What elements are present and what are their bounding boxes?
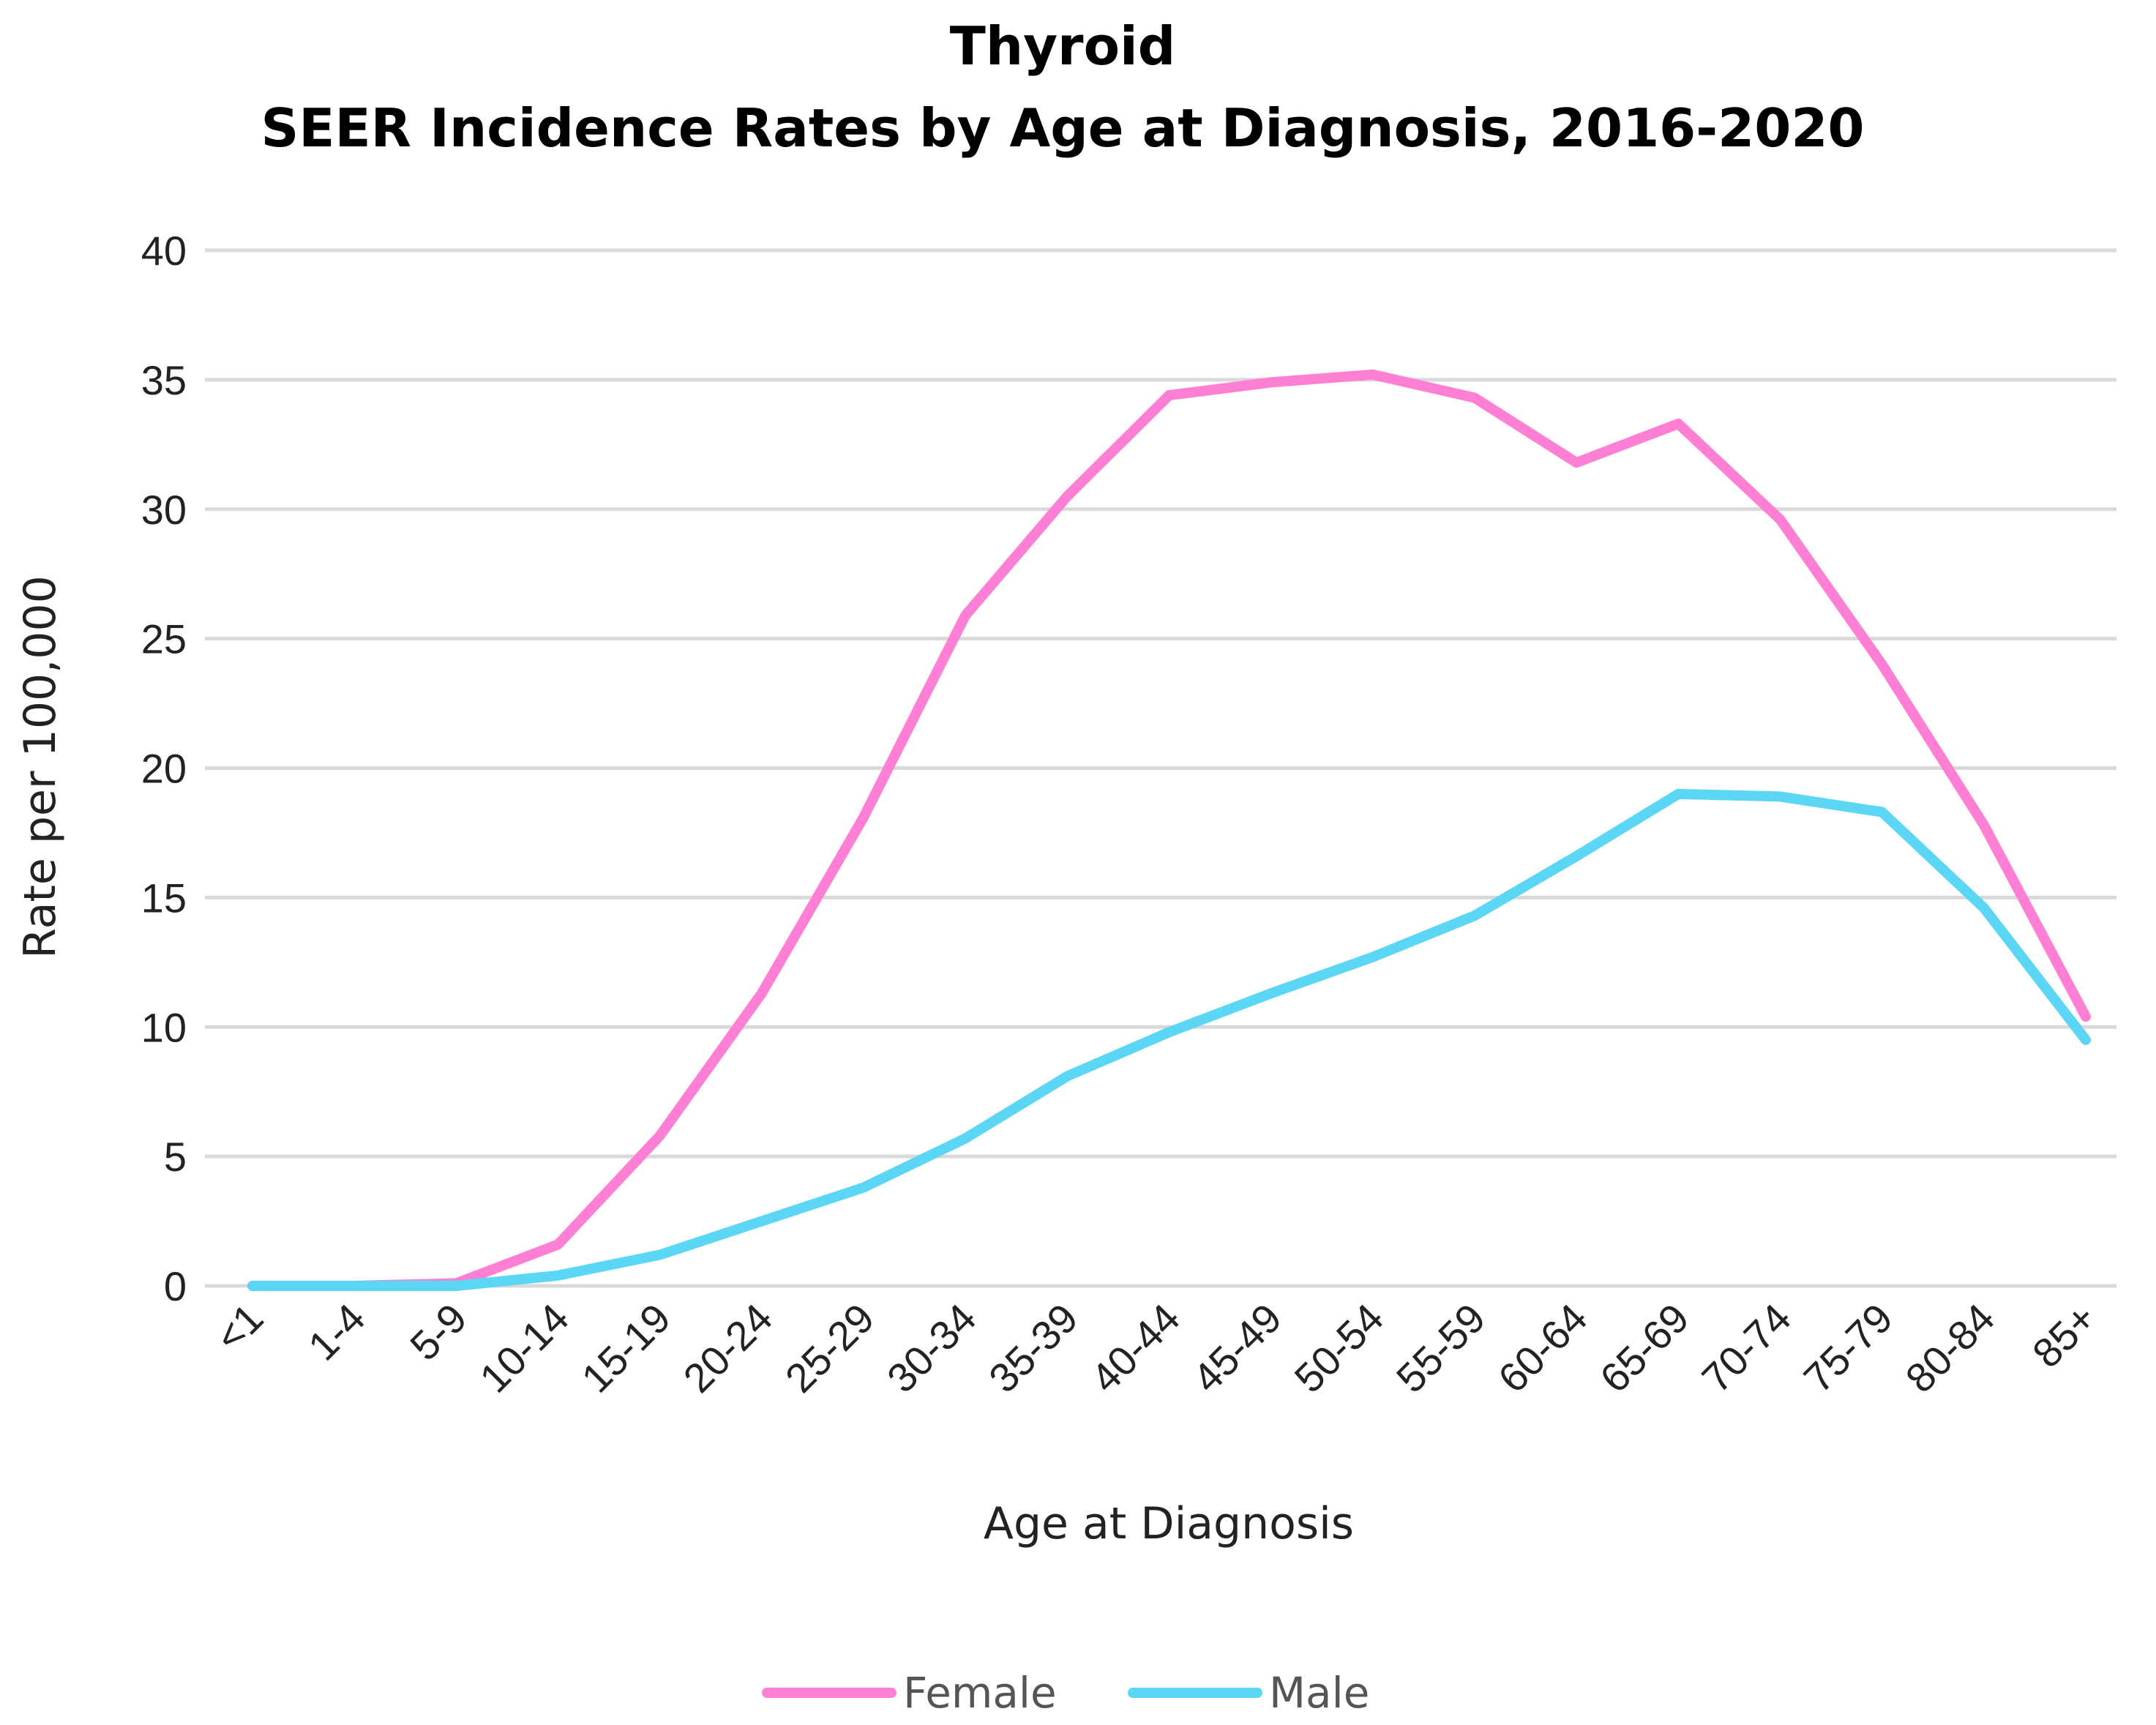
y-axis-ticks: 0 5 10 15 20 25 30 35 40: [141, 228, 187, 1309]
series-line-female: [247, 369, 2091, 1291]
x-tick-label: 25-29: [776, 1295, 883, 1402]
point-male-10: [1270, 992, 1272, 994]
x-tick-label: 20-24: [674, 1295, 781, 1402]
chart-title: Thyroid: [950, 15, 1176, 77]
x-tick-label: 60-64: [1489, 1295, 1596, 1402]
point-female-11: [1372, 374, 1374, 375]
x-tick-label: 75-79: [1794, 1295, 1901, 1402]
x-tick-label: 1-4: [299, 1295, 374, 1369]
point-male-15: [1780, 796, 1781, 797]
y-tick-label: 10: [141, 1004, 187, 1050]
x-tick-label: 85+: [2024, 1295, 2106, 1377]
point-female-4: [659, 1135, 661, 1137]
y-tick-label: 40: [141, 228, 187, 274]
y-tick-label: 15: [141, 875, 187, 921]
point-female-10: [1270, 381, 1272, 383]
x-axis-ticks: <1 1-4 5-910-1415-1920-2425-2930-3435-3940…: [206, 1295, 2106, 1402]
x-axis-label: Age at Diagnosis: [984, 1498, 1354, 1549]
legend-label-female: Female: [903, 1668, 1057, 1718]
x-tick-label: 45-49: [1183, 1295, 1290, 1402]
chart-subtitle: SEER Incidence Rates by Age at Diagnosis…: [261, 97, 1864, 159]
x-tick-label: 55-59: [1388, 1295, 1494, 1402]
x-tick-label: 35-39: [980, 1295, 1087, 1402]
y-tick-label: 25: [141, 616, 187, 662]
point-female-5: [761, 992, 763, 994]
point-female-15: [1780, 519, 1781, 520]
point-male-2: [455, 1285, 457, 1287]
x-tick-label: 80-84: [1896, 1295, 2003, 1402]
x-tick-label: 70-74: [1693, 1295, 1800, 1402]
x-tick-label: 50-54: [1285, 1295, 1392, 1402]
point-male-4: [659, 1254, 661, 1256]
x-tick-label: <1: [206, 1295, 272, 1361]
x-tick-label: 10-14: [471, 1295, 577, 1402]
point-male-14: [1677, 793, 1679, 795]
x-tick-label: 40-44: [1082, 1295, 1189, 1402]
x-tick-label: 5-9: [401, 1295, 476, 1369]
point-male-1: [353, 1285, 355, 1287]
series-lines: [247, 369, 2091, 1291]
point-male-7: [965, 1137, 966, 1139]
gridlines: [205, 248, 2116, 1288]
y-axis-label: Rate per 100,000: [15, 575, 66, 959]
y-tick-label: 0: [164, 1263, 187, 1309]
y-tick-label: 5: [164, 1134, 187, 1180]
legend: Female Male: [762, 1668, 1369, 1718]
x-tick-label: 30-34: [878, 1295, 985, 1402]
y-tick-label: 20: [141, 746, 187, 792]
point-female-8: [1066, 495, 1068, 497]
y-tick-label: 30: [141, 487, 187, 533]
x-tick-label: 65-69: [1591, 1295, 1698, 1402]
legend-label-male: Male: [1269, 1668, 1369, 1718]
point-male-8: [1066, 1075, 1068, 1077]
y-tick-label: 35: [141, 357, 187, 403]
point-male-0: [252, 1285, 253, 1287]
series-line-male: [247, 788, 2091, 1291]
point-female-17: [1983, 824, 1985, 826]
x-tick-label: 15-19: [572, 1295, 679, 1402]
